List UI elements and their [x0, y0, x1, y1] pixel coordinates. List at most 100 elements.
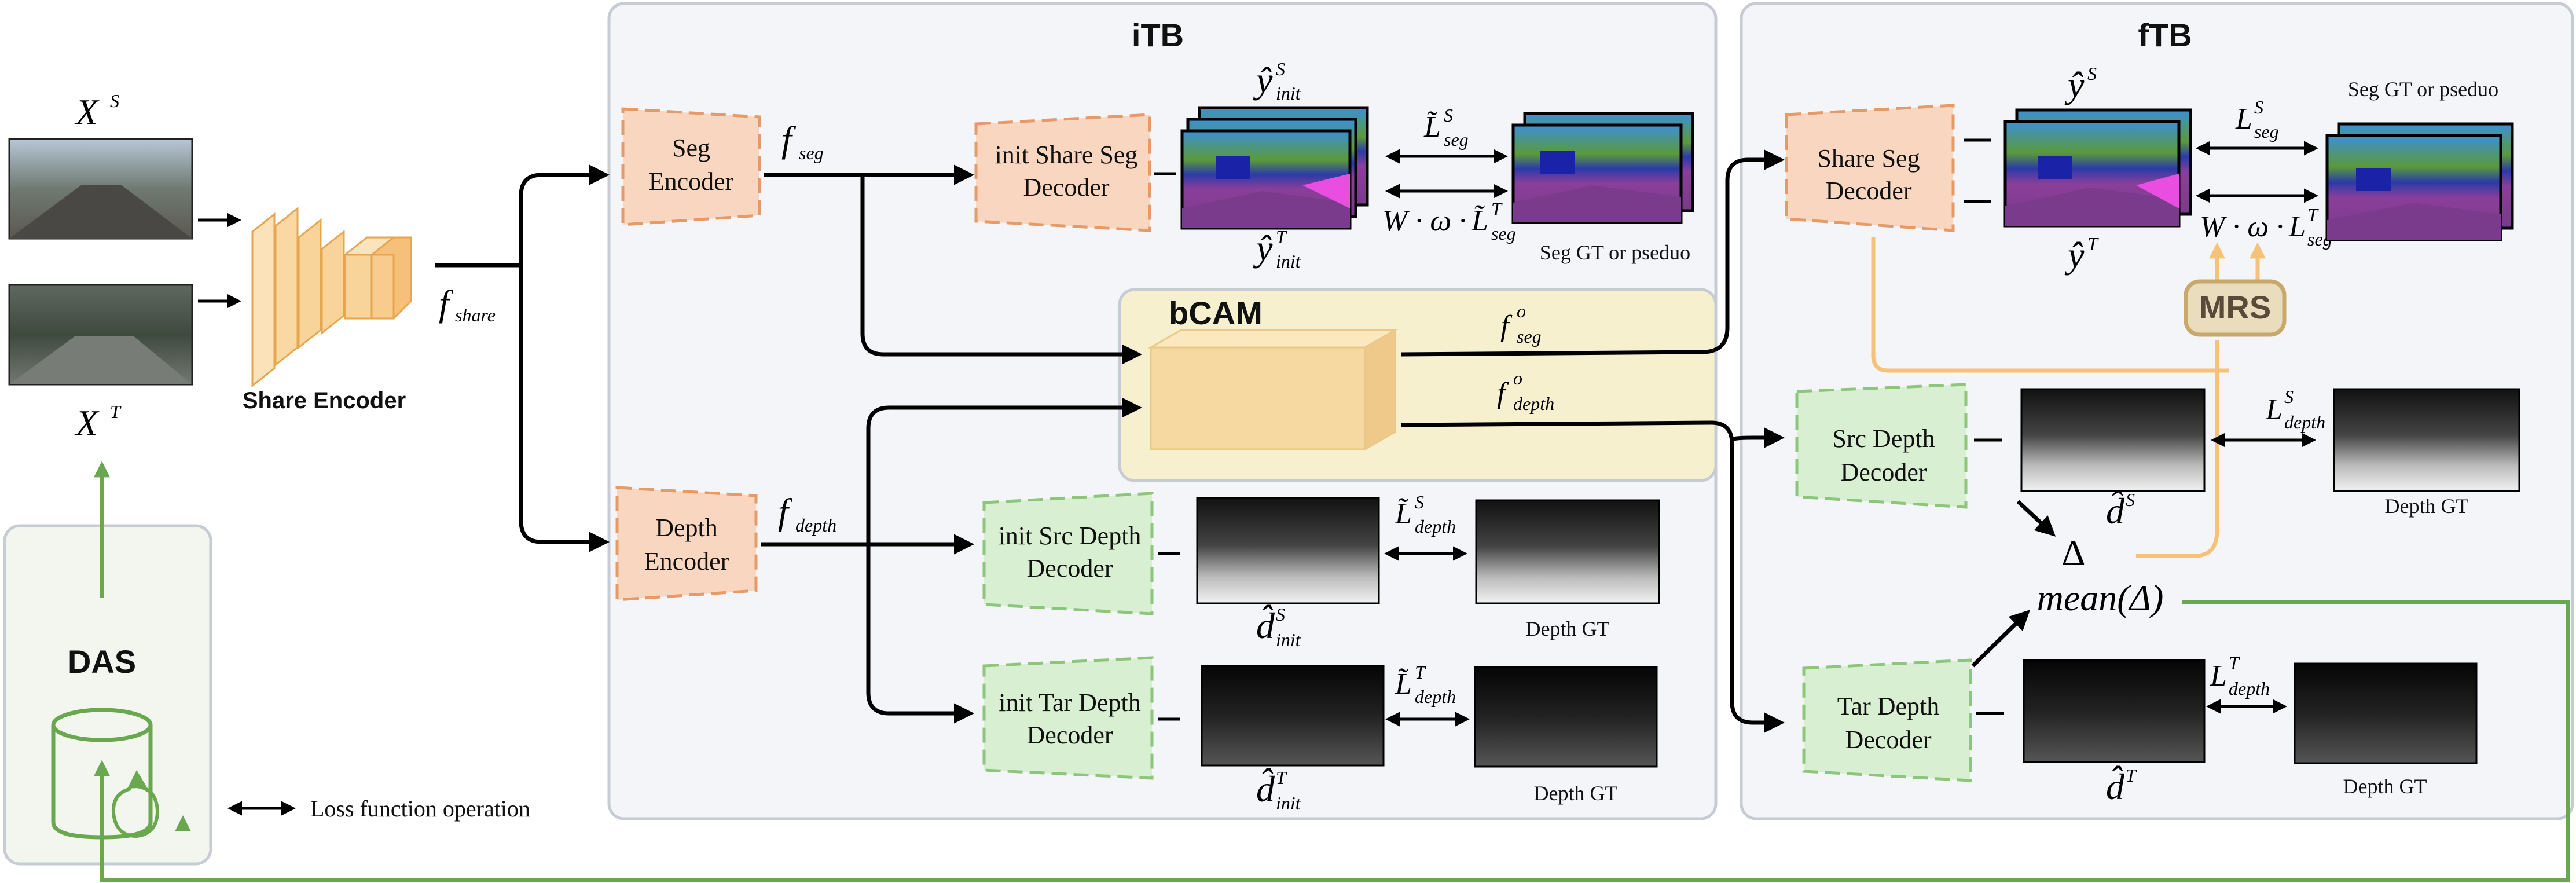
d-init-s-image [1196, 497, 1380, 604]
itb-depth-loss-t: L̃ T depth [1395, 662, 1456, 707]
ftb-depth-loss-s: L S depth [2265, 386, 2325, 433]
svg-text:ŷ: ŷ [1253, 228, 1273, 269]
svg-text:L̃: L̃ [1423, 111, 1441, 144]
svg-text:Seg: Seg [672, 134, 710, 162]
svg-text:L̃: L̃ [1395, 497, 1412, 530]
svg-text:init Src Depth: init Src Depth [999, 522, 1142, 550]
svg-text:MRS: MRS [2199, 289, 2271, 325]
svg-text:init: init [1276, 251, 1301, 272]
init-tar-depth-decoder: init Tar Depth Decoder [982, 656, 1154, 780]
d-s-to-delta-arrow [2016, 500, 2056, 537]
svg-text:W · ω ·: W · ω · [2200, 210, 2284, 243]
svg-text:T: T [2087, 233, 2099, 254]
svg-text:init: init [1276, 629, 1301, 650]
share-seg-decoder: Share Seg Decoder [1785, 104, 1955, 232]
das-title: DAS [68, 643, 136, 680]
f-share-label: f share [439, 283, 496, 325]
depth-gt-label-1: Depth GT [1526, 617, 1610, 640]
svg-text:d̂: d̂ [2106, 490, 2125, 532]
itb-title: iTB [1132, 17, 1184, 53]
svg-text:T: T [2307, 204, 2319, 225]
svg-text:depth: depth [795, 515, 836, 536]
svg-text:L̃: L̃ [1395, 668, 1412, 701]
itb-seg-loss-t: W · ω · L̃ T seg [1382, 199, 1516, 244]
seg-prediction-stack [2003, 108, 2192, 228]
svg-text:L: L [2288, 210, 2306, 243]
ftb-depth-loss-t: L T depth [2210, 653, 2270, 699]
d-t-to-mean-arrow [1971, 610, 2031, 668]
tar-depth-decoder: Tar Depth Decoder [1802, 658, 1972, 782]
svg-text:Share Seg: Share Seg [1817, 144, 1920, 173]
svg-text:d̂: d̂ [2106, 765, 2125, 807]
svg-text:T: T [1276, 226, 1287, 247]
legend-loss-label: Loss function operation [310, 796, 530, 822]
share-encoder-label: Share Encoder [243, 388, 406, 413]
itb-seg-gt-label: Seg GT or pseduo [1540, 241, 1690, 264]
svg-text:depth: depth [1415, 686, 1456, 707]
source-image-road [9, 185, 192, 239]
ftb-title: fTB [2138, 17, 2192, 53]
d-init-t-image [1201, 665, 1385, 767]
depth-gt-image-1 [1475, 499, 1660, 604]
svg-text:L̃: L̃ [1471, 204, 1488, 237]
svg-text:S: S [110, 90, 119, 111]
svg-text:seg: seg [2254, 121, 2279, 142]
svg-text:Decoder: Decoder [1026, 554, 1113, 582]
y-s-label: ŷ S [2064, 63, 2097, 105]
ftb-seg-gt-stack [2325, 122, 2514, 241]
d-init-t-label: d̂ T init [1256, 767, 1301, 814]
svg-text:T: T [1276, 767, 1287, 788]
svg-text:S: S [1415, 492, 1424, 512]
src-depth-decoder: Src Depth Decoder [1795, 383, 1968, 509]
svg-text:d̂: d̂ [1256, 604, 1275, 646]
svg-text:ŷ: ŷ [1253, 60, 1273, 101]
svg-text:T: T [2126, 765, 2137, 786]
depth-gt-image-3 [2333, 388, 2520, 492]
svg-text:Encoder: Encoder [644, 547, 729, 576]
bcam-title: bCAM [1169, 295, 1263, 331]
ftb-seg-loss-s: L S seg [2235, 97, 2279, 142]
d-s-label: d̂ S [2106, 489, 2135, 532]
svg-text:S: S [2126, 489, 2135, 510]
svg-text:depth: depth [1513, 393, 1554, 414]
svg-text:T: T [1491, 199, 1503, 219]
depth-encoder: Depth Encoder [615, 486, 758, 602]
source-input-label: X S [74, 90, 119, 133]
init-src-depth-decoder: init Src Depth Decoder [982, 492, 1154, 615]
svg-text:o: o [1517, 301, 1526, 321]
y-init-s-label: ŷ S init [1253, 58, 1301, 104]
svg-text:T: T [110, 401, 122, 422]
svg-text:Decoder: Decoder [1845, 726, 1931, 754]
svg-text:T: T [1415, 662, 1426, 683]
depth-gt-label-4: Depth GT [2343, 775, 2427, 798]
das-database-icon [51, 708, 191, 840]
depth-gt-label-2: Depth GT [1534, 782, 1618, 805]
share-encoder-block [251, 206, 412, 388]
svg-text:S: S [2284, 386, 2294, 407]
ftb-seg-gt-label: Seg GT or pseduo [2348, 78, 2498, 101]
svg-text:S: S [1276, 58, 1285, 79]
svg-text:S: S [1444, 105, 1453, 126]
das-feedback-loop [100, 600, 2570, 882]
y-t-label: ŷ T [2064, 233, 2099, 276]
svg-text:X: X [74, 91, 100, 133]
bcam-seg-output-path [1400, 157, 1777, 357]
svg-text:seg: seg [799, 142, 824, 163]
svg-text:ŷ: ŷ [2064, 64, 2085, 105]
svg-text:init: init [1276, 83, 1301, 104]
svg-text:L: L [2235, 102, 2252, 135]
svg-text:init Tar Depth: init Tar Depth [999, 688, 1140, 717]
seg-encoder: Seg Encoder [621, 107, 761, 226]
svg-text:X: X [74, 402, 100, 444]
svg-text:Decoder: Decoder [1825, 177, 1911, 205]
seg-feature-path [764, 173, 1136, 357]
svg-text:d̂: d̂ [1256, 768, 1275, 809]
svg-text:Decoder: Decoder [1026, 721, 1113, 749]
depth-gt-image-4 [2294, 662, 2478, 764]
depth-feature-path [761, 405, 1136, 716]
svg-text:S: S [1276, 604, 1285, 625]
d-init-s-label: d̂ S init [1256, 604, 1301, 650]
itb-seg-loss-s: L̃ S seg [1423, 105, 1469, 150]
target-image-road [9, 336, 192, 384]
svg-text:Encoder: Encoder [649, 167, 734, 196]
